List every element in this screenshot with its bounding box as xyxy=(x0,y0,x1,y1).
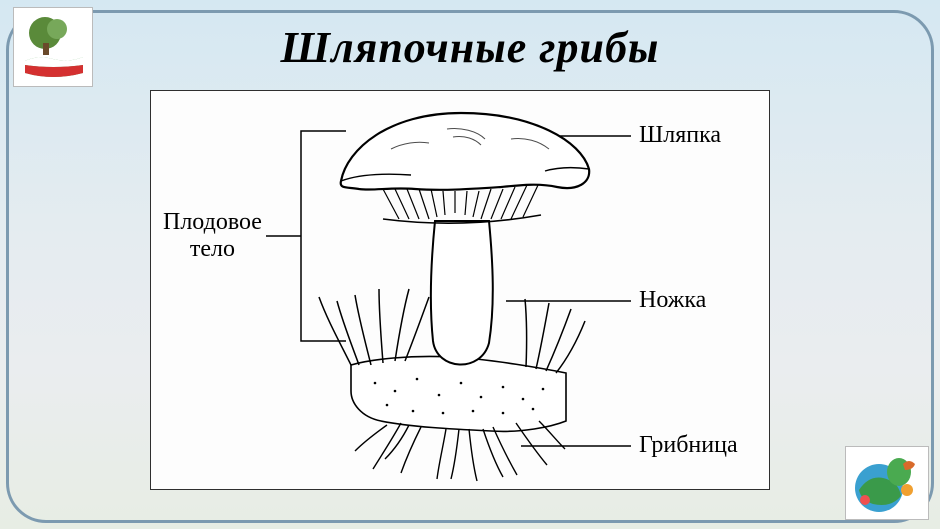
nature-globe-logo-icon xyxy=(845,446,929,520)
label-mycelium: Грибница xyxy=(639,432,738,459)
label-fruit-body: Плодовое тело xyxy=(163,209,262,263)
label-cap: Шляпка xyxy=(639,122,721,149)
tree-map-logo-icon xyxy=(13,7,93,87)
label-stipe: Ножка xyxy=(639,287,706,314)
mushroom-diagram: Плодовое тело Шляпка Ножка Грибница xyxy=(150,90,770,490)
page-title: Шляпочные грибы xyxy=(0,22,940,73)
